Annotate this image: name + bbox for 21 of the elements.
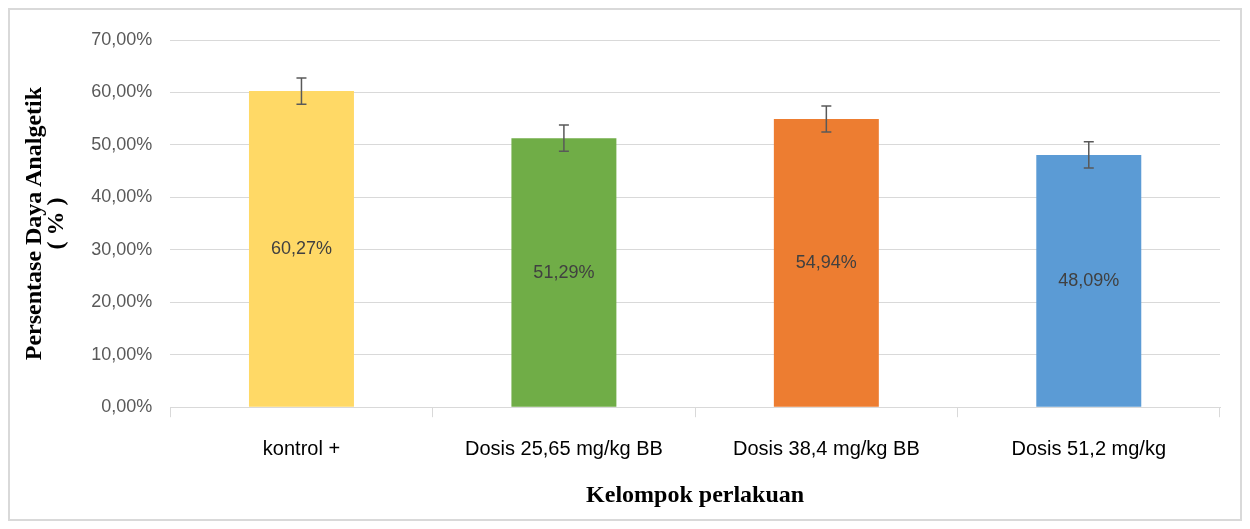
y-tick-label: 70,00%	[91, 28, 153, 49]
x-tick-label: Dosis 51,2 mg/kg	[1011, 436, 1167, 459]
bar	[773, 119, 879, 407]
x-tick-label: Dosis 25,65 mg/kg BB	[464, 436, 663, 459]
data-label: 54,94%	[795, 252, 857, 273]
y-tick-label: 20,00%	[91, 291, 153, 312]
x-axis-title: Kelompok perlakuan	[586, 480, 805, 507]
data-label: 51,29%	[533, 261, 595, 282]
y-tick-label: 10,00%	[91, 343, 153, 364]
data-label: 60,27%	[270, 238, 332, 259]
bar	[511, 138, 617, 407]
y-tick-label: 40,00%	[91, 186, 153, 207]
y-tick-label: 60,00%	[91, 81, 153, 102]
y-tick-label: 0,00%	[101, 396, 153, 417]
x-tick-label: Dosis 38,4 mg/kg BB	[732, 436, 920, 459]
x-tick-label: kontrol +	[262, 436, 341, 459]
y-tick-label: 50,00%	[91, 133, 153, 154]
bar	[1036, 154, 1142, 407]
bar	[248, 91, 354, 407]
data-label: 48,09%	[1058, 270, 1120, 291]
y-tick-label: 30,00%	[91, 238, 153, 259]
